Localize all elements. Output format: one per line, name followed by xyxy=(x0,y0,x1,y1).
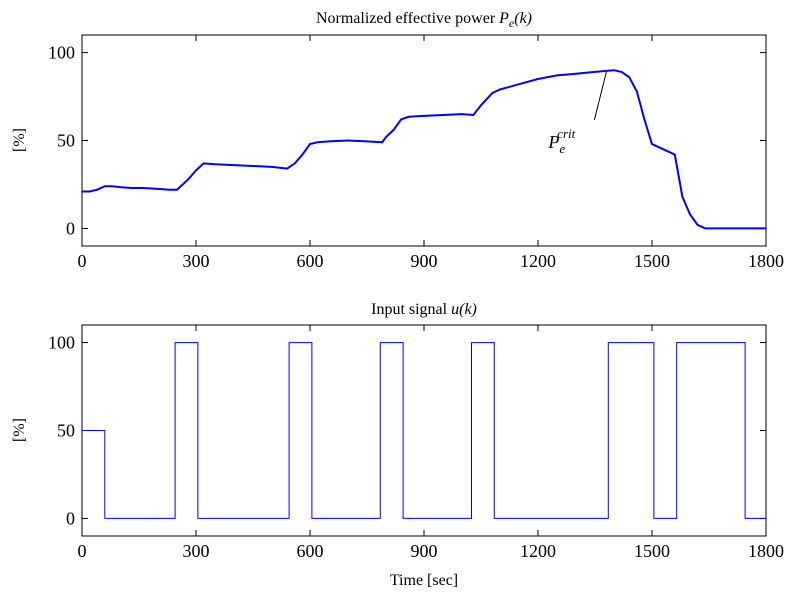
input-chart-title: Input signal u(k) xyxy=(371,301,477,318)
input-plot-area xyxy=(81,324,767,537)
y-tick-label: 100 xyxy=(48,43,75,63)
x-tick-label: 0 xyxy=(78,251,87,271)
x-tick-label: 900 xyxy=(411,251,438,271)
x-tick-label: 1200 xyxy=(520,541,556,561)
power-chart: Normalized effective power Pe(k) 0 300 600… xyxy=(11,10,784,271)
power-y-axis-label: [%] xyxy=(11,128,28,152)
x-axis-label: Time [sec] xyxy=(390,572,458,589)
y-tick-label: 50 xyxy=(57,131,75,151)
input-y-axis-label: [%] xyxy=(11,418,28,442)
x-tick-label: 900 xyxy=(411,541,438,561)
x-tick-label: 600 xyxy=(297,541,324,561)
critical-point-leader-line xyxy=(593,71,607,121)
x-tick-label: 1500 xyxy=(634,251,670,271)
x-tick-label: 0 xyxy=(78,541,87,561)
power-chart-title: Normalized effective power Pe(k) xyxy=(316,10,532,30)
y-tick-label: 100 xyxy=(48,333,75,353)
x-tick-label: 600 xyxy=(297,251,324,271)
y-tick-label: 0 xyxy=(66,508,75,528)
x-tick-label: 1500 xyxy=(634,541,670,561)
y-tick-label: 0 xyxy=(66,218,75,238)
x-tick-label: 300 xyxy=(183,251,210,271)
power-plot-area xyxy=(81,34,767,247)
x-tick-label: 1800 xyxy=(748,541,784,561)
power-series-line xyxy=(82,69,766,230)
x-tick-label: 300 xyxy=(183,541,210,561)
input-chart: Input signal u(k) 0 300 600 900 1200 1500 1800… xyxy=(11,301,784,589)
x-tick-label: 1200 xyxy=(520,251,556,271)
critical-point-label: Pecrit xyxy=(547,126,575,156)
x-tick-label: 1800 xyxy=(748,251,784,271)
y-tick-label: 50 xyxy=(57,421,75,441)
input-series-line xyxy=(82,342,766,519)
